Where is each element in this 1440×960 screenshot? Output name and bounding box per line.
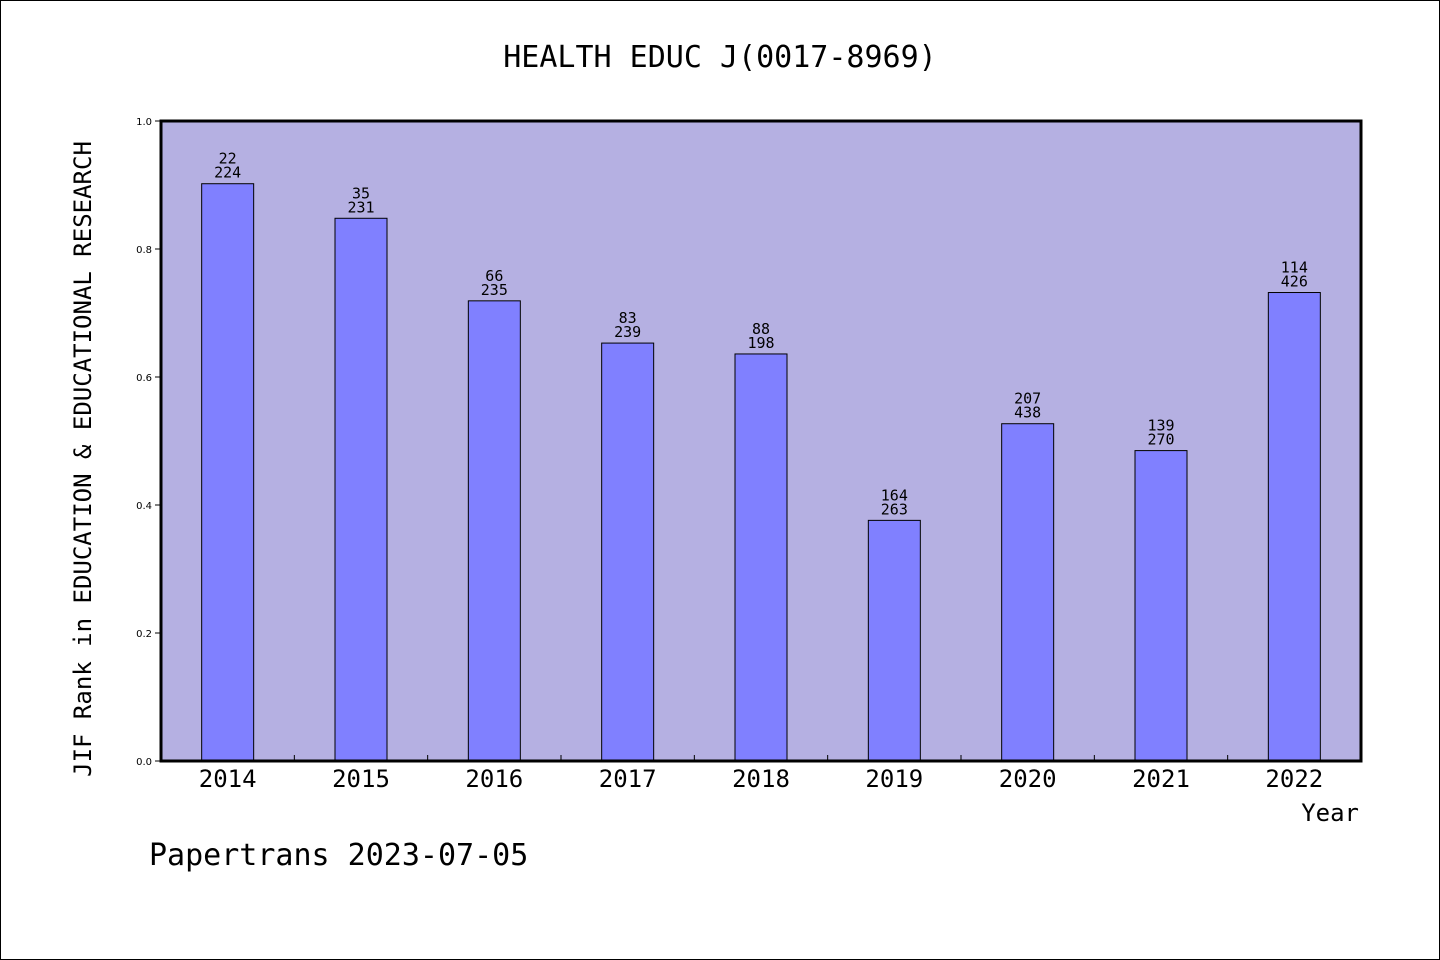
bar-rank-label: 207	[1014, 390, 1041, 408]
bar-total-label: 198	[747, 334, 774, 352]
bar-2014	[201, 183, 255, 762]
y-tick-label: 1.0	[136, 117, 152, 128]
y-tick-label: 0.2	[136, 629, 152, 640]
bar-2016	[467, 300, 521, 762]
bar-2015	[334, 217, 388, 762]
x-tick-label: 2020	[999, 765, 1057, 793]
y-tick-label: 0.0	[136, 757, 152, 768]
bar-total-label: 239	[614, 323, 641, 341]
bar-total-label: 231	[347, 198, 374, 216]
y-axis-ticks: 0.0 0.2 0.4 0.6 0.8 1.0	[136, 117, 161, 768]
bar-total-label: 235	[481, 281, 508, 299]
bar-2018	[734, 353, 788, 762]
bar-rank-label: 66	[485, 267, 503, 285]
bar-2017	[601, 342, 655, 762]
x-tick-label: 2015	[332, 765, 390, 793]
bar-total-label: 263	[881, 500, 908, 518]
footer-credit: Papertrans 2023-07-05	[149, 838, 528, 873]
chart-title: HEALTH EDUC J(0017-8969)	[503, 40, 936, 75]
bar-rank-label: 88	[752, 320, 770, 338]
y-tick-label: 0.8	[136, 245, 152, 256]
x-tick-label: 2021	[1132, 765, 1190, 793]
bar-2022	[1267, 292, 1321, 762]
y-tick-label: 0.4	[136, 501, 152, 512]
bar-total-label: 224	[214, 164, 241, 182]
x-axis-label: Year	[1301, 799, 1359, 827]
y-tick-label: 0.6	[136, 373, 152, 384]
bar-2020	[1001, 423, 1055, 762]
x-tick-label: 2022	[1265, 765, 1323, 793]
bar-rank-label: 35	[352, 184, 370, 202]
x-tick-label: 2017	[599, 765, 657, 793]
bar-rank-label: 22	[219, 150, 237, 168]
bar-total-label: 426	[1281, 273, 1308, 291]
bars	[201, 183, 1321, 762]
bar-2021	[1134, 450, 1188, 762]
bar-rank-label: 114	[1281, 259, 1308, 277]
x-tick-label: 2016	[465, 765, 523, 793]
bar-rank-label: 83	[619, 309, 637, 327]
x-tick-label: 2014	[199, 765, 257, 793]
y-axis-label: JIF Rank in EDUCATION & EDUCATIONAL RESE…	[69, 141, 97, 777]
bar-rank-label: 139	[1147, 417, 1174, 435]
bar-total-label: 438	[1014, 404, 1041, 422]
x-axis-ticks: 2014 2015 2016 2017 2018 2019 2020 2021 2022	[199, 755, 1323, 793]
x-tick-label: 2019	[865, 765, 923, 793]
x-tick-label: 2018	[732, 765, 790, 793]
bar-rank-label: 164	[881, 486, 908, 504]
plot-border	[159, 119, 1363, 763]
bar-total-label: 270	[1147, 431, 1174, 449]
bar-2019	[867, 519, 921, 762]
